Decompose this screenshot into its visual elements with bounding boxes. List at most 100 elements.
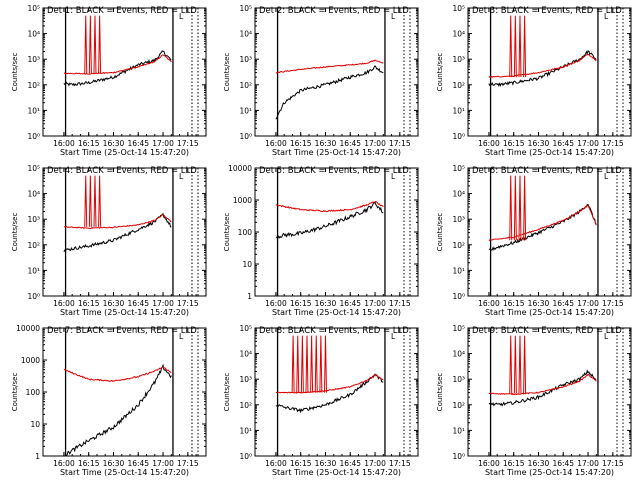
panel-annotation: L <box>391 12 396 21</box>
x-tick-label: 16:45 <box>552 139 574 148</box>
y-tick-label: 10⁵ <box>27 164 40 173</box>
x-tick-label: 16:15 <box>503 299 525 308</box>
x-tick-label: 16:00 <box>478 459 500 468</box>
x-tick-label: 16:00 <box>478 139 500 148</box>
y-tick-label: 10⁵ <box>452 324 465 333</box>
panel-annotation: L <box>179 332 184 341</box>
x-tick-label: 16:00 <box>53 459 75 468</box>
y-tick-label: 10⁴ <box>27 30 40 39</box>
y-tick-label: 10⁵ <box>452 164 465 173</box>
y-axis-label: Counts/sec <box>223 53 231 92</box>
x-tick-label: 17:15 <box>389 459 411 468</box>
y-tick-label: 1 <box>247 292 252 301</box>
panel-annotation: L <box>604 332 609 341</box>
lld-spike <box>518 15 522 78</box>
y-tick-label: 10⁴ <box>239 350 252 359</box>
lld-spike <box>518 335 522 394</box>
y-tick-label: 10² <box>239 401 252 410</box>
lld-spike <box>93 15 97 74</box>
x-tick-label: 16:00 <box>53 299 75 308</box>
y-tick-label: 10⁴ <box>452 30 465 39</box>
x-tick-label: 16:30 <box>315 299 337 308</box>
panel-title: Det 6: BLACK = Events, RED = LLD <box>472 166 622 176</box>
x-tick-label: 16:45 <box>127 139 149 148</box>
x-tick-label: 17:15 <box>177 139 199 148</box>
panel-title: Det 4: BLACK = Events, RED = LLD <box>47 166 197 176</box>
x-tick-label: 17:00 <box>577 459 599 468</box>
x-tick-label: 16:45 <box>339 139 361 148</box>
detector-panel-1: Det 1: BLACK = Events, RED = LLD 10⁰ 10¹ 10… <box>11 4 207 157</box>
x-axis-label: Start Time (25-Oct-14 15:47:20) <box>60 308 189 317</box>
x-axis-label: Start Time (25-Oct-14 15:47:20) <box>272 148 401 157</box>
panel-annotation: L <box>604 12 609 21</box>
x-tick-label: 16:45 <box>127 459 149 468</box>
panel-annotation: L <box>391 332 396 341</box>
lld-spike <box>314 335 318 393</box>
y-tick-label: 10¹ <box>452 426 465 435</box>
series-events-line <box>488 203 597 251</box>
lld-spike <box>88 15 92 74</box>
plot-frame <box>467 7 632 137</box>
panel-annotation: L <box>604 172 609 181</box>
x-tick-label: 16:30 <box>103 299 125 308</box>
y-axis-label: Counts/sec <box>223 373 231 412</box>
detector-panel-8: Det 8: BLACK = Events, RED = LLD 10⁰ 10¹ 10… <box>223 324 419 477</box>
y-tick-label: 10² <box>239 81 252 90</box>
x-tick-label: 16:15 <box>78 459 100 468</box>
y-tick-label: 10⁴ <box>452 350 465 359</box>
y-tick-label: 10⁰ <box>452 292 465 301</box>
x-tick-label: 16:00 <box>53 139 75 148</box>
x-tick-label: 16:15 <box>290 139 312 148</box>
lld-spike <box>513 15 517 78</box>
lld-spike <box>509 15 513 78</box>
y-tick-label: 10¹ <box>452 106 465 115</box>
y-tick-label: 10² <box>452 241 465 250</box>
x-tick-label: 16:00 <box>265 459 287 468</box>
y-tick-label: 10¹ <box>27 266 40 275</box>
x-tick-label: 16:30 <box>103 139 125 148</box>
y-tick-label: 10⁴ <box>239 30 252 39</box>
plot-frame <box>254 327 419 457</box>
lld-spike <box>93 175 97 227</box>
panel-title: Det 1: BLACK = Events, RED = LLD <box>47 6 197 16</box>
detector-panel-7: Det 7: BLACK = Events, RED = LLD 1 10 100 10… <box>11 324 207 477</box>
x-tick-label: 17:15 <box>177 299 199 308</box>
x-tick-label: 17:00 <box>152 459 174 468</box>
y-tick-label: 100 <box>26 388 41 397</box>
lld-spike <box>513 175 517 241</box>
series-events-line <box>488 50 597 88</box>
y-tick-label: 10³ <box>27 215 40 224</box>
x-tick-label: 16:15 <box>290 459 312 468</box>
x-tick-label: 16:45 <box>339 299 361 308</box>
y-axis-label: Counts/sec <box>436 213 444 252</box>
x-axis-label: Start Time (25-Oct-14 15:47:20) <box>272 468 401 477</box>
x-tick-label: 16:30 <box>528 299 550 308</box>
x-tick-label: 17:00 <box>152 299 174 308</box>
y-axis-label: Counts/sec <box>436 373 444 412</box>
x-tick-label: 16:15 <box>503 139 525 148</box>
lld-spike <box>523 335 527 394</box>
detector-panel-2: Det 2: BLACK = Events, RED = LLD 10⁰ 10¹ 10… <box>223 4 419 157</box>
x-tick-label: 17:15 <box>602 299 624 308</box>
lld-spike <box>509 335 513 394</box>
lld-spike <box>98 175 102 227</box>
series-lld-line <box>488 373 597 396</box>
panel-annotation: L <box>179 12 184 21</box>
x-tick-label: 16:30 <box>315 139 337 148</box>
panel-annotation: L <box>179 172 184 181</box>
plot-frame <box>42 7 207 137</box>
y-tick-label: 10 <box>30 420 40 429</box>
y-tick-label: 10⁵ <box>239 324 252 333</box>
y-axis-label: Counts/sec <box>11 373 19 412</box>
y-tick-label: 10⁰ <box>452 452 465 461</box>
x-tick-label: 16:45 <box>127 299 149 308</box>
y-tick-label: 10³ <box>239 55 252 64</box>
detector-panel-4: Det 4: BLACK = Events, RED = LLD 10⁰ 10¹ 10… <box>11 164 207 317</box>
plot-frame <box>42 167 207 297</box>
y-axis-label: Counts/sec <box>223 213 231 252</box>
x-tick-label: 17:15 <box>389 139 411 148</box>
y-tick-label: 10¹ <box>27 106 40 115</box>
series-events-line <box>275 201 384 240</box>
y-tick-label: 10⁴ <box>27 190 40 199</box>
x-tick-label: 16:30 <box>315 459 337 468</box>
